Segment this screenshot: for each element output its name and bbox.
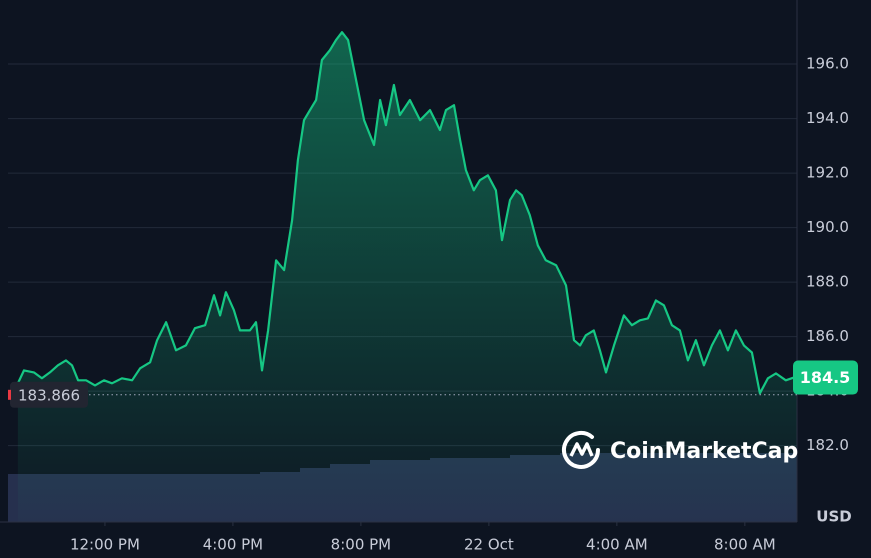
overlay: 183.866 184.5 xyxy=(8,360,858,408)
y-tick-label: 186.0 xyxy=(806,327,849,345)
last-price-label: 184.5 xyxy=(800,368,851,387)
y-tick-label: 196.0 xyxy=(806,55,849,73)
watermark-logo xyxy=(562,431,600,469)
logo-icon xyxy=(569,442,594,457)
y-tick-label: 182.0 xyxy=(806,436,849,454)
x-tick-label: 4:00 PM xyxy=(203,536,263,554)
plot xyxy=(16,31,798,522)
y-tick-label: 192.0 xyxy=(806,164,849,182)
x-tick-label: 22 Oct xyxy=(464,536,514,554)
last-price-badge xyxy=(793,360,858,395)
price-line xyxy=(16,31,798,395)
price-area xyxy=(17,32,797,522)
y-tick-label: 194.0 xyxy=(806,109,849,127)
y-tick-label: 190.0 xyxy=(806,218,849,236)
y-tick-label: 188.0 xyxy=(806,273,849,291)
logo-icon xyxy=(562,431,600,469)
x-tick-label: 8:00 PM xyxy=(331,536,391,554)
grid: 182.0184.0186.0188.0190.0192.0194.0196.0… xyxy=(8,55,849,554)
x-tick-label: 8:00 AM xyxy=(714,536,776,554)
watermark: CoinMarketCap xyxy=(610,439,798,464)
y-unit: USD xyxy=(816,508,851,526)
x-tick-label: 12:00 PM xyxy=(70,536,140,554)
open-price-marker xyxy=(8,389,11,400)
x-tick-label: 4:00 AM xyxy=(586,536,648,554)
open-price-label: 183.866 xyxy=(18,386,80,404)
open-price-box xyxy=(10,381,88,408)
